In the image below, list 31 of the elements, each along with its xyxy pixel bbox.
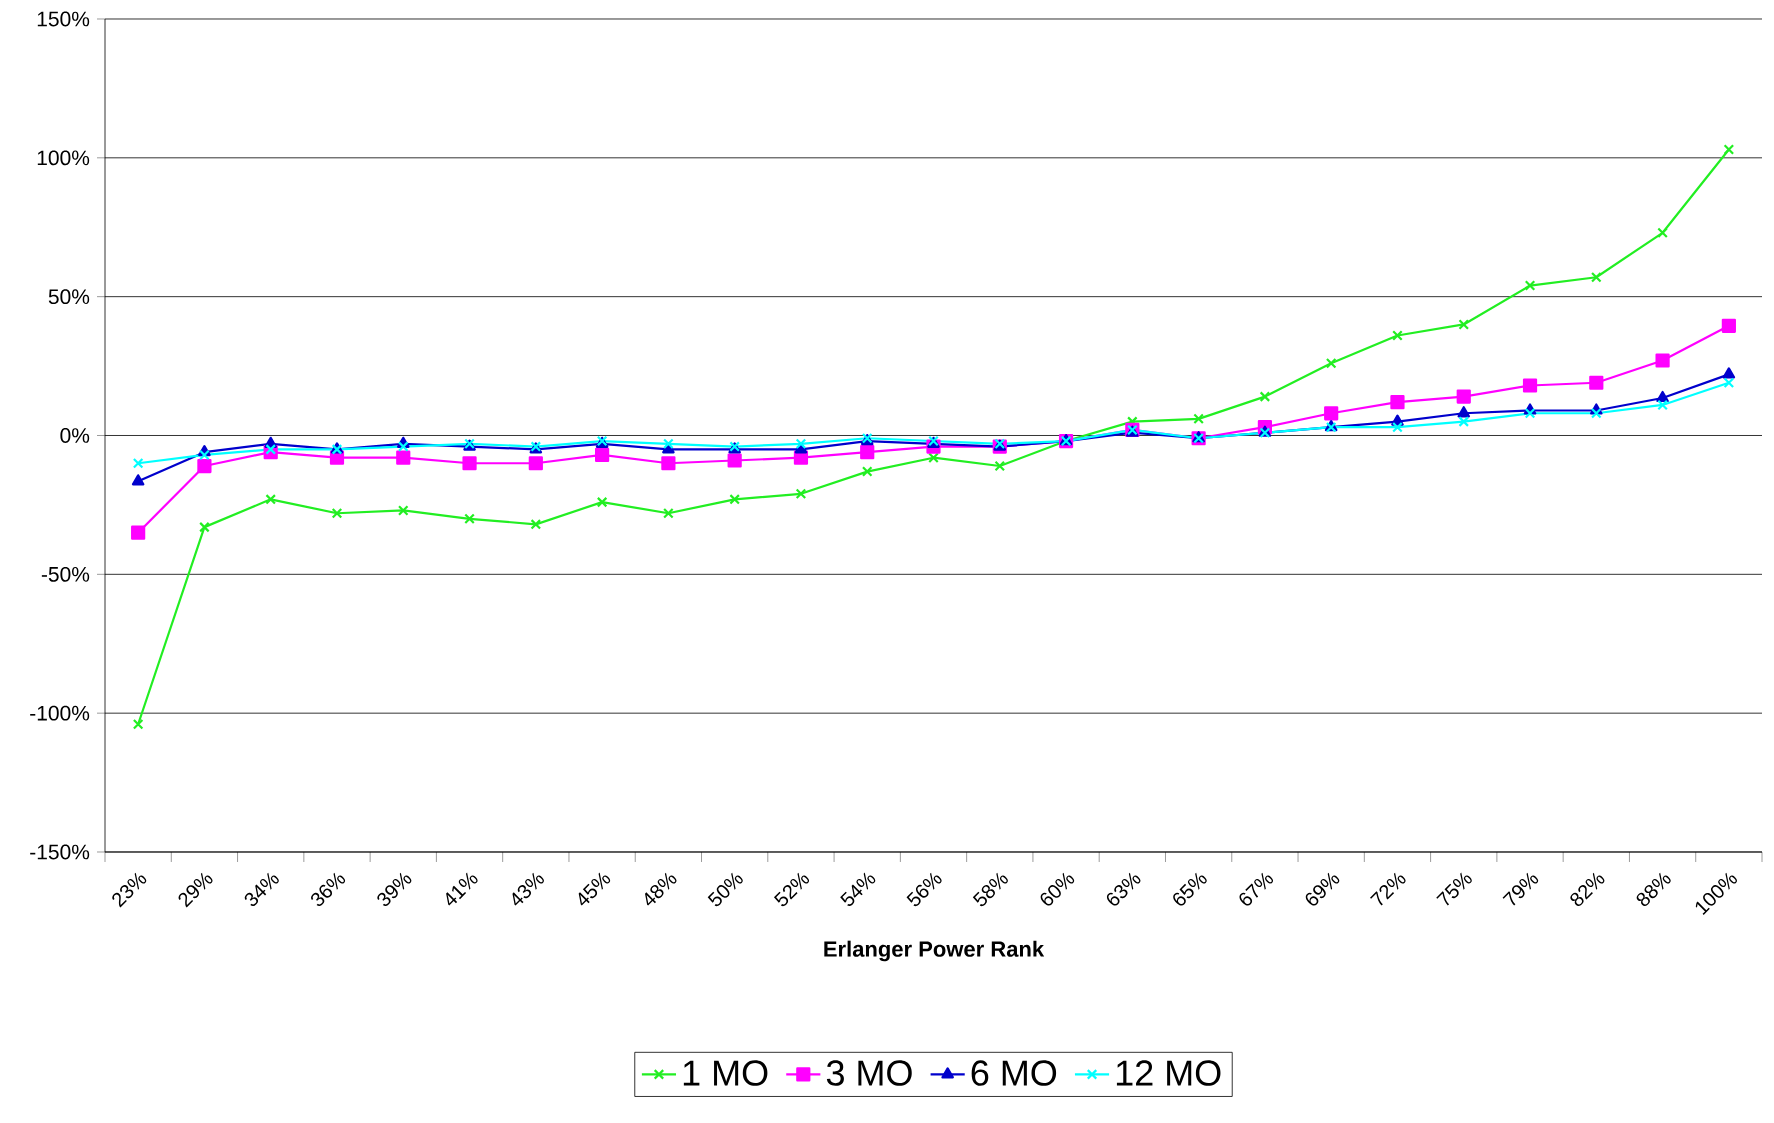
y-tick-label: -50% [41, 566, 90, 582]
y-tick-label: 0% [60, 428, 90, 443]
x-tick-label: 63% [1106, 872, 1141, 906]
x-tick-label: 67% [1239, 872, 1274, 906]
y-tick-label: 100% [37, 150, 90, 166]
y-tick-label: -100% [30, 705, 90, 721]
x-tick-label: 60% [1040, 872, 1075, 906]
x-tick-label: 52% [773, 872, 810, 907]
x-tick-label: 45% [578, 872, 611, 906]
x-tick-label: 79% [1502, 872, 1539, 906]
x-tick-label: 39% [377, 872, 412, 907]
x-tick-label: 54% [840, 872, 876, 907]
y-tick-label: 150% [37, 11, 90, 27]
x-tick-label: 34% [244, 872, 279, 907]
x-tick-label: 69% [1305, 872, 1340, 906]
legend-label: 12 MO [1116, 1060, 1221, 1086]
x-tick-label: 75% [1436, 872, 1472, 906]
x-tick-label: 65% [1173, 872, 1207, 906]
legend-label: 1 MO [683, 1060, 768, 1086]
y-tick-label: 50% [48, 289, 90, 305]
x-tick-label: 36% [311, 872, 346, 907]
x-tick-label: 72% [1370, 872, 1406, 906]
x-tick-label: 41% [446, 872, 478, 906]
y-tick-label: -150% [30, 844, 90, 860]
x-tick-label: 88% [1636, 872, 1671, 907]
x-tick-label: 82% [1570, 872, 1605, 907]
legend-label: 3 MO [826, 1060, 912, 1086]
x-axis-title: Erlanger Power Rank [824, 940, 1045, 962]
legend-label: 6 MO [971, 1060, 1057, 1086]
x-tick-label: 48% [645, 872, 677, 906]
x-tick-label: 43% [512, 872, 544, 906]
